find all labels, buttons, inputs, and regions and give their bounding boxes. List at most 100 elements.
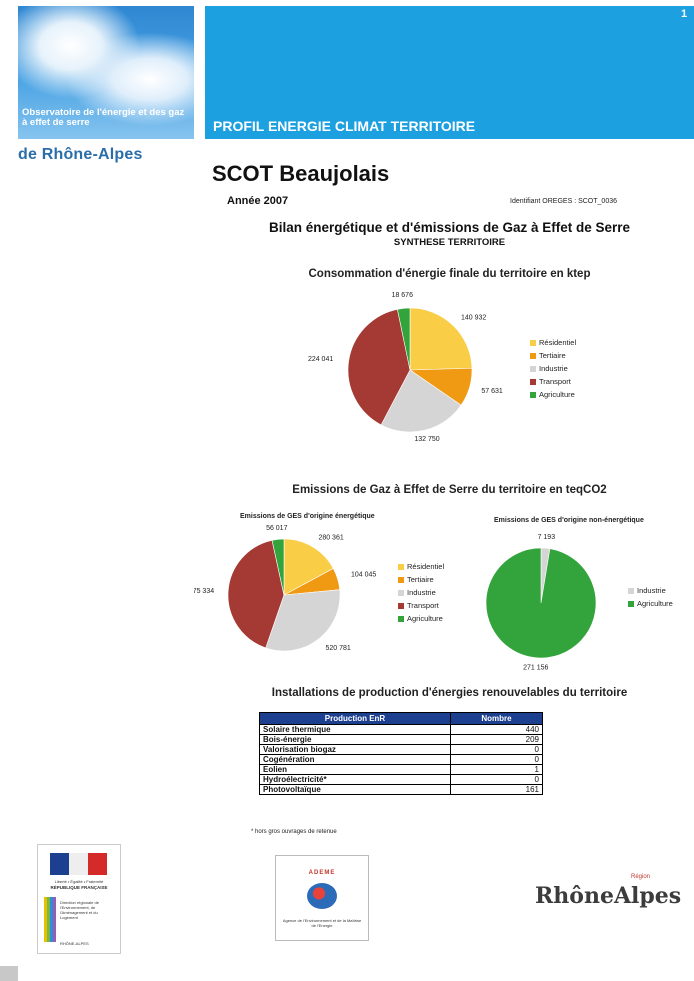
prefecture-motto: Liberté • Égalité • Fraternité: [54, 879, 104, 884]
pie-slice-agriculture: [397, 307, 411, 371]
ademe-logo: ADEME Agence de l'Environnement et de la…: [275, 855, 369, 941]
pie-slice-residentiel: [409, 307, 473, 371]
legend-label: Transport: [407, 601, 439, 610]
eer-count-cell: 0: [450, 754, 543, 765]
header-banner: [205, 6, 694, 139]
legend-item: Agriculture: [398, 612, 444, 625]
table-row: Hydroélectricité* 0: [259, 774, 543, 785]
republique-label: RÉPUBLIQUE FRANÇAISE: [50, 885, 108, 890]
pie-slice-transport: [227, 539, 285, 649]
bilan-title: Bilan énergétique et d'émissions de Gaz …: [268, 220, 631, 235]
eer-title: Installations de production d'énergies r…: [271, 687, 628, 699]
emissions-chart-title: Emissions de Gaz à Effet de Serre du ter…: [292, 484, 607, 496]
energy-emissions-pie-chart: 280 361 104 045 520 781 675 334 56 017: [194, 525, 376, 652]
legend-item: Industrie: [398, 586, 444, 599]
legend-item: Tertiaire: [530, 349, 576, 362]
eer-count-cell: 0: [450, 774, 543, 785]
legend-item: Résidentiel: [398, 560, 444, 573]
eer-production-cell: Eolien: [259, 764, 451, 775]
flag-white: [69, 853, 88, 875]
ademe-label: ADEME: [308, 870, 336, 876]
table-row: Valorisation biogaz 0: [259, 744, 543, 755]
data-label-transport: 224 041: [308, 356, 333, 363]
table-row: Eolien 1: [259, 764, 543, 775]
legend-item: Agriculture: [530, 388, 576, 401]
region-name: de Rhône-Alpes: [18, 146, 143, 163]
legend-item: Agriculture: [628, 597, 673, 610]
pie-slice-industrie: [380, 369, 462, 433]
legend-swatch: [530, 391, 536, 398]
eer-count-cell: 209: [450, 734, 543, 745]
legend-label: Transport: [539, 377, 571, 386]
energy-emissions-title: Emissions de GES d'origine énergétique: [240, 513, 375, 520]
data-label-industrie: 132 750: [414, 436, 439, 443]
pie-slice-residentiel: [283, 538, 334, 596]
legend-item: Tertiaire: [398, 573, 444, 586]
nonenergy-emissions-pie-chart: 7 193 271 156: [485, 534, 597, 670]
legend-item: Industrie: [530, 362, 576, 375]
data-label-tertiaire: 104 045: [351, 572, 376, 579]
eer-production-cell: Cogénération: [259, 754, 451, 765]
eer-count-cell: 161: [450, 784, 543, 795]
eer-production-cell: Bois-énergie: [259, 734, 451, 745]
identifier-label: Identifiant OREGES : SCOT_0036: [510, 198, 617, 205]
table-row: Solaire thermique 440: [259, 724, 543, 735]
ademe-emblem: [307, 883, 337, 909]
synthese-label: SYNTHESE TERRITOIRE: [393, 237, 506, 248]
legend-label: Industrie: [407, 588, 436, 597]
legend-item: Industrie: [628, 584, 673, 597]
nonenergy-emissions-legend: Industrie Agriculture: [628, 584, 673, 610]
data-label-transport: 675 334: [194, 588, 214, 595]
legend-item: Transport: [530, 375, 576, 388]
eer-production-cell: Photovoltaïque: [259, 784, 451, 795]
banner-title: PROFIL ENERGIE CLIMAT TERRITOIRE: [213, 118, 476, 134]
data-label-residentiel: 280 361: [318, 534, 343, 541]
legend-label: Tertiaire: [539, 351, 566, 360]
pie-slice-agriculture: [485, 547, 597, 659]
legend-item: Résidentiel: [530, 336, 576, 349]
data-label-agriculture: 271 156: [523, 665, 548, 670]
data-label-residentiel: 140 932: [461, 315, 486, 322]
rhone-alpes-region-label: Région: [631, 874, 651, 880]
eer-count-cell: 1: [450, 764, 543, 775]
pie-slice-agriculture: [271, 538, 285, 596]
legend-label: Résidentiel: [539, 338, 577, 347]
pie-slice-transport: [347, 308, 411, 426]
data-label-industrie: 520 781: [326, 645, 351, 652]
page-title: SCOT Beaujolais: [212, 161, 390, 186]
legend-label: Agriculture: [539, 390, 575, 399]
eer-count-cell: 440: [450, 724, 543, 735]
consumption-chart-title: Consommation d'énergie finale du territo…: [308, 268, 591, 280]
nonenergy-emissions-title: Emissions de GES d'origine non-énergétiq…: [494, 517, 644, 524]
legend-label: Agriculture: [407, 614, 443, 623]
legend-swatch: [398, 602, 404, 609]
legend-label: Tertiaire: [407, 575, 434, 584]
data-label-agriculture: 18 676: [392, 292, 414, 299]
pie-slice-industrie: [265, 589, 341, 652]
legend-swatch: [398, 589, 404, 596]
energy-emissions-legend: Résidentiel Tertiaire Industrie Transport Ag…: [398, 560, 444, 625]
table-row: Bois-énergie 209: [259, 734, 543, 745]
legend-swatch: [398, 576, 404, 583]
legend-swatch: [398, 563, 404, 570]
dreal-label: Direction régionale de l'Environnement, …: [60, 900, 99, 920]
prefecture-logo: Liberté • Égalité • Fraternité RÉPUBLIQU…: [37, 844, 121, 954]
eer-header-count: Nombre: [450, 712, 543, 725]
eer-production-cell: Valorisation biogaz: [259, 744, 451, 755]
legend-label: Industrie: [637, 586, 666, 595]
year-label: Année 2007: [227, 195, 289, 207]
table-row: Photovoltaïque 161: [259, 784, 543, 795]
flag-blue: [50, 853, 69, 875]
legend-label: Industrie: [539, 364, 568, 373]
consumption-legend: Résidentiel Tertiaire Industrie Transport Ag…: [530, 336, 576, 401]
eer-footnote: * hors gros ouvrages de retenue: [251, 829, 337, 835]
legend-swatch: [628, 587, 634, 594]
eer-table: Production EnR Nombre Solaire thermique 4…: [259, 712, 543, 795]
dreal-short-label: RHÔNE-ALPES: [60, 941, 89, 946]
data-label-agriculture: 56 017: [266, 525, 288, 532]
legend-swatch: [530, 365, 536, 372]
data-label-tertiaire: 57 631: [481, 388, 503, 395]
table-row: Cogénération 0: [259, 754, 543, 765]
consumption-pie-chart: 140 932 57 631 132 750 224 041 18 676: [308, 292, 503, 443]
legend-swatch: [530, 378, 536, 385]
